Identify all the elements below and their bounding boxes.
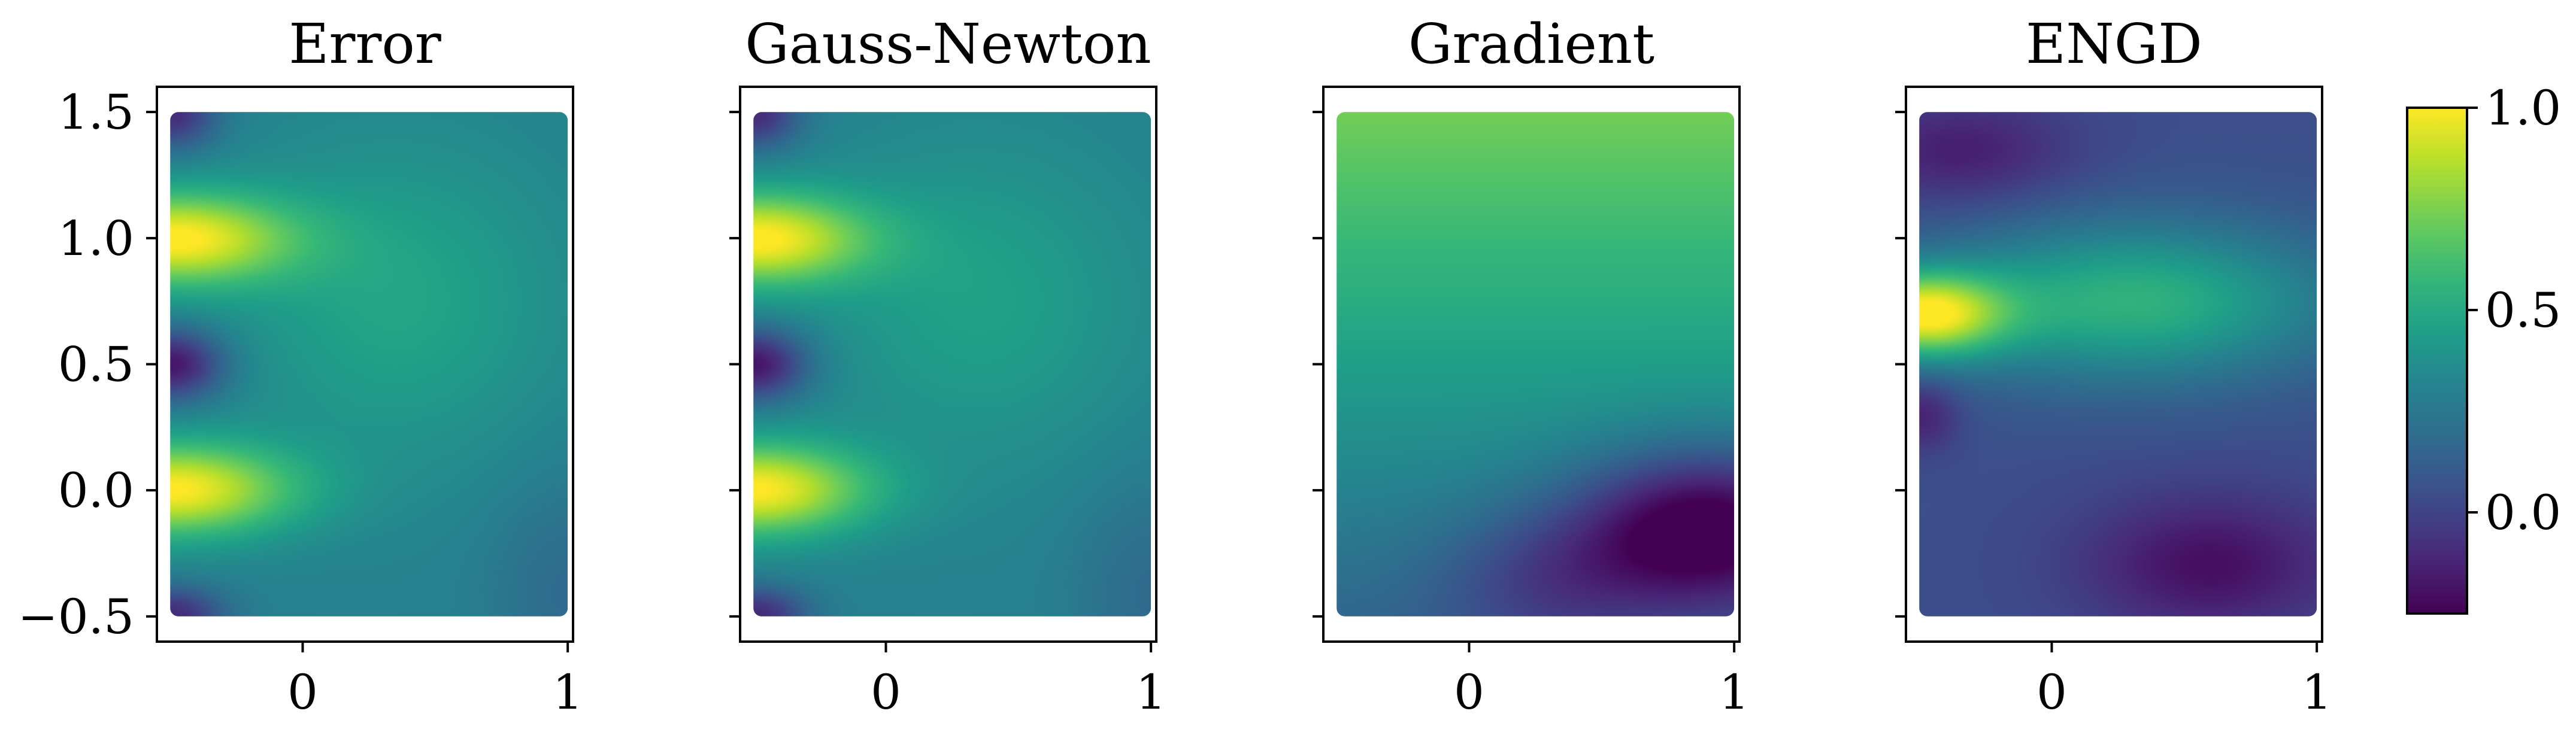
- colorbar-tick-label: 0.5: [2485, 283, 2561, 338]
- colorbar-frame: [2406, 107, 2468, 615]
- y-tick-label: −0.5: [18, 589, 134, 645]
- panel-title: Gauss-Newton: [745, 12, 1151, 76]
- panel-title: ENGD: [2026, 12, 2202, 76]
- panel-error: Error 0 1 −0.5 0.0 0.5 1.0 1.5: [18, 12, 583, 720]
- x-tick-label: 0: [871, 664, 901, 720]
- colorbar-tick-label: 1.0: [2485, 80, 2561, 136]
- colorbar-gradient: [2407, 108, 2467, 613]
- panel-title: Error: [289, 12, 441, 76]
- panel-engd: ENGD 0 1: [1895, 12, 2332, 720]
- heatmap-image: [170, 112, 568, 616]
- x-tick-label: 1: [2302, 664, 2332, 720]
- heatmap-image: [753, 112, 1151, 616]
- x-tick-label: 0: [287, 664, 318, 720]
- y-tick-label: 0.5: [58, 337, 134, 393]
- y-tick-label: 1.5: [58, 84, 134, 140]
- x-tick-label: 1: [1719, 664, 1750, 720]
- x-tick-label: 1: [553, 664, 583, 720]
- heatmap-image: [1337, 112, 1735, 616]
- panel-gauss_newton: Gauss-Newton 0 1: [729, 12, 1166, 720]
- heatmap-image: [1919, 112, 2317, 616]
- x-tick-label: 0: [1454, 664, 1484, 720]
- y-tick-label: 1.0: [58, 211, 134, 266]
- panel-title: Gradient: [1408, 12, 1654, 76]
- colorbar: 0.0 0.5 1.0: [2406, 80, 2561, 615]
- panel-gradient: Gradient 0 1: [1313, 12, 1750, 720]
- y-tick-label: 0.0: [58, 463, 134, 518]
- x-tick-label: 1: [1136, 664, 1166, 720]
- x-tick-label: 0: [2036, 664, 2067, 720]
- colorbar-tick-label: 0.0: [2485, 485, 2561, 540]
